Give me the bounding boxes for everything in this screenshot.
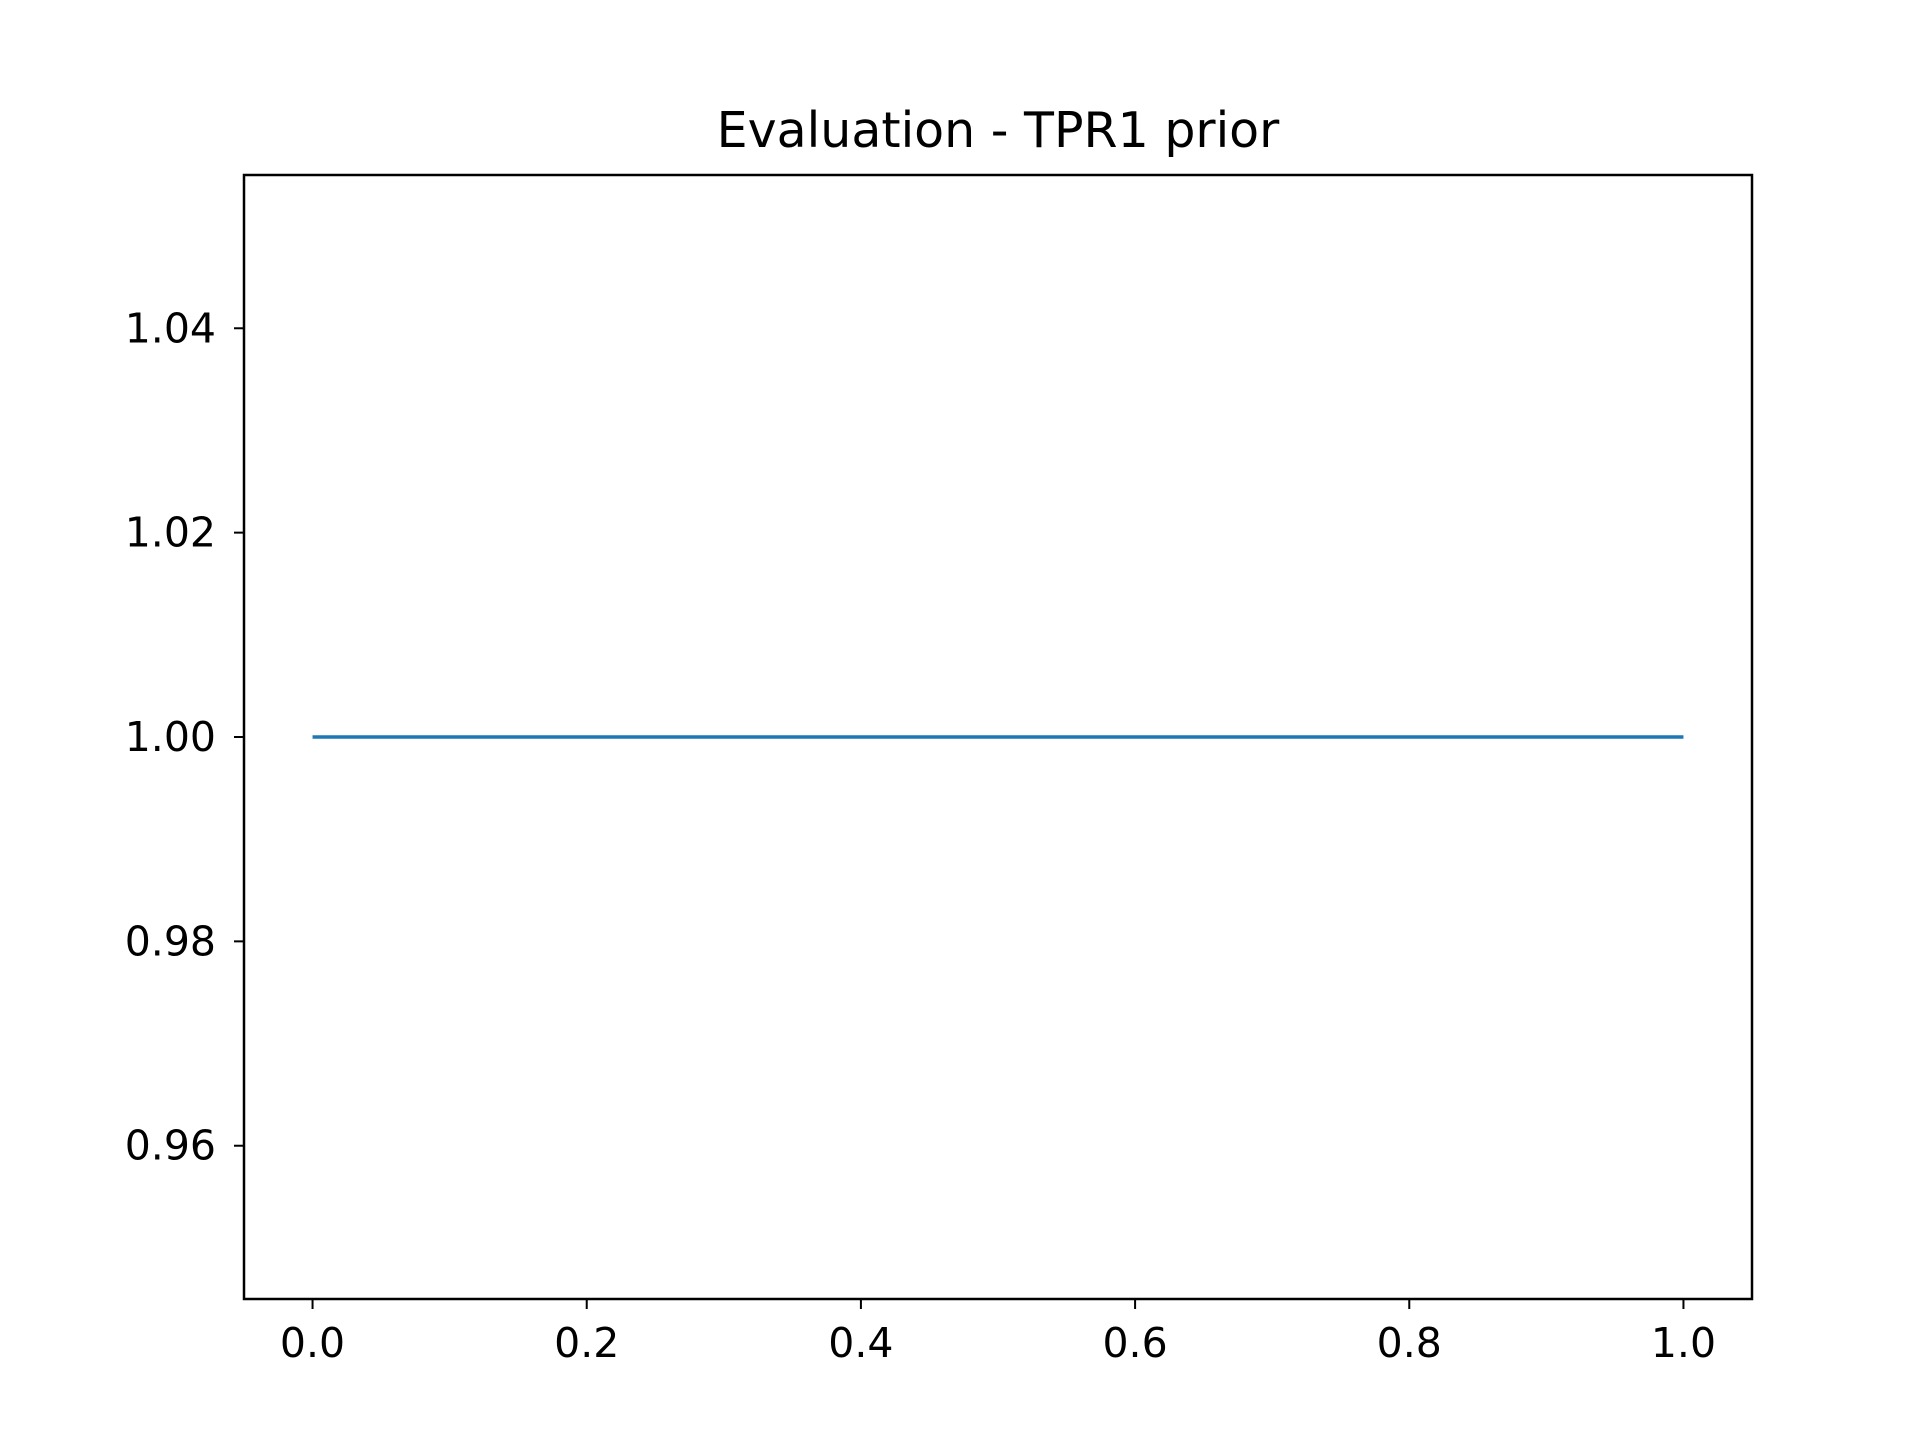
y-tick-label: 1.00 xyxy=(125,713,216,761)
x-tick-label: 0.6 xyxy=(1102,1319,1167,1367)
y-tick-label: 0.96 xyxy=(125,1122,216,1170)
y-tick-label: 1.02 xyxy=(125,509,216,557)
y-tick-label: 0.98 xyxy=(125,917,216,965)
x-tick-label: 0.8 xyxy=(1377,1319,1442,1367)
x-tick-label: 1.0 xyxy=(1651,1319,1716,1367)
plot-frame xyxy=(242,173,1754,1301)
y-tick-label: 1.04 xyxy=(125,304,216,352)
y-axis: 0.96 0.98 1.00 1.02 1.04 xyxy=(125,304,244,1170)
x-tick-label: 0.2 xyxy=(554,1319,619,1367)
x-tick-label: 0.4 xyxy=(828,1319,893,1367)
chart-title: Evaluation - TPR1 prior xyxy=(717,102,1280,159)
x-axis: 0.0 0.2 0.4 0.6 0.8 1.0 xyxy=(280,1299,1716,1367)
x-tick-label: 0.0 xyxy=(280,1319,345,1367)
